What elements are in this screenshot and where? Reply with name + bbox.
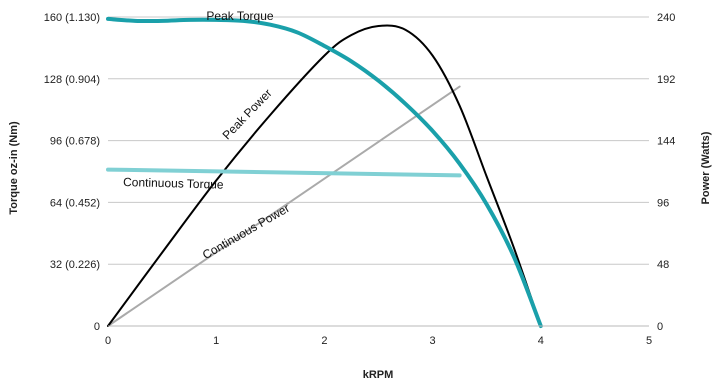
y2-tick-label: 0 [657,321,663,333]
continuous-torque-line [106,167,462,178]
y-tick-label: 96 (0.678) [50,136,100,148]
peak-power-label: Peak Power [220,86,275,142]
x-tick-label: 4 [538,335,544,347]
series-lines [106,16,543,328]
x-tick-label: 5 [646,335,652,347]
y-tick-label: 128 (0.904) [44,74,100,86]
y2-tick-label: 144 [657,136,675,148]
continuous-power-label: Continuous Power [200,201,292,262]
y2-tick-label: 48 [657,259,669,271]
y2-axis-title: Power (Watts) [700,131,712,204]
y-tick-label: 32 (0.226) [50,259,100,271]
y-axis-title: Torque oz-in (Nm) [8,121,20,215]
x-axis-title: kRPM [363,369,394,381]
y-tick-label: 160 (1.130) [44,12,100,24]
y2-tick-label: 96 [657,197,669,209]
continuous-power-line [107,85,461,327]
peak-power-line [107,24,542,327]
x-tick-label: 1 [213,335,219,347]
x-tick-label: 0 [105,335,111,347]
y-tick-label: 64 (0.452) [50,197,100,209]
y2-tick-label: 192 [657,74,675,86]
x-tick-label: 3 [430,335,436,347]
tick-labels: 0 32 (0.226) 64 (0.452) 96 (0.678) 128 (0.90… [44,12,676,347]
y-tick-label: 0 [94,321,100,333]
x-tick-label: 2 [321,335,327,347]
continuous-torque-label: Continuous Torque [123,175,224,192]
peak-torque-line [106,16,543,328]
peak-torque-label: Peak Torque [206,9,273,23]
y2-tick-label: 240 [657,12,675,24]
